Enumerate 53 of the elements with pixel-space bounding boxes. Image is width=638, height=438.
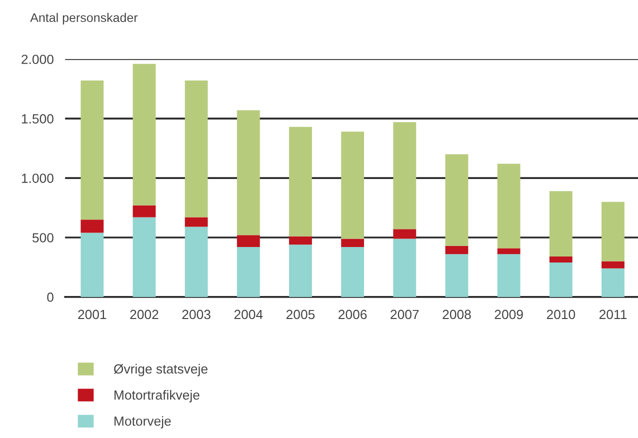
- bar: [184, 226, 208, 297]
- bar: [497, 248, 520, 254]
- bar: [184, 80, 208, 218]
- bar: [393, 122, 416, 230]
- bar: [341, 238, 364, 248]
- bar: [445, 154, 468, 246]
- bar: [445, 254, 468, 297]
- x-tick-label: 2002: [130, 310, 158, 320]
- x-tick-label: 2011: [599, 310, 627, 320]
- bar: [549, 191, 572, 257]
- x-tick-label: 2010: [546, 310, 576, 320]
- bar: [602, 202, 624, 262]
- x-tick-label: 2006: [338, 310, 367, 320]
- x-tick-label: 2003: [182, 310, 210, 320]
- bar: [184, 217, 208, 227]
- bar: [132, 64, 156, 206]
- bar: [289, 244, 312, 297]
- y-tick-label: 500: [32, 233, 54, 242]
- bar: [289, 236, 312, 245]
- y-tick-label: 0: [47, 292, 54, 302]
- x-tick-label: 2009: [494, 310, 523, 320]
- bar: [236, 110, 260, 236]
- legend-label: Motortrafikveje: [114, 390, 200, 402]
- bar: [393, 238, 416, 297]
- bar: [132, 205, 156, 218]
- bar: [132, 217, 156, 297]
- bar: [393, 229, 416, 239]
- bar: [236, 235, 260, 248]
- bar: [80, 232, 104, 297]
- legend-label: Øvrige statsveje: [114, 364, 208, 376]
- legend-label: Motorveje: [114, 416, 171, 428]
- bar: [549, 262, 572, 297]
- x-tick-label: 2004: [234, 310, 263, 320]
- bar: [549, 256, 572, 262]
- y-axis-title: Antal personskader: [30, 12, 138, 25]
- bar: [236, 247, 260, 297]
- x-tick-label: 2001: [78, 310, 106, 320]
- x-tick-label: 2008: [442, 310, 471, 320]
- bar: [445, 246, 468, 254]
- bar: [80, 80, 104, 220]
- bar: [80, 220, 104, 233]
- y-tick-label: 1.000: [22, 174, 54, 183]
- bar: [602, 261, 624, 268]
- bar: [602, 268, 624, 297]
- bar: [341, 132, 364, 239]
- bar: [341, 247, 364, 297]
- bar: [497, 254, 520, 297]
- y-tick-label: 1.500: [22, 114, 54, 124]
- y-tick-label: 2.000: [22, 54, 54, 64]
- x-tick-label: 2007: [390, 310, 419, 320]
- bar: [289, 126, 312, 236]
- x-tick-label: 2005: [286, 310, 315, 320]
- bar: [497, 164, 520, 248]
